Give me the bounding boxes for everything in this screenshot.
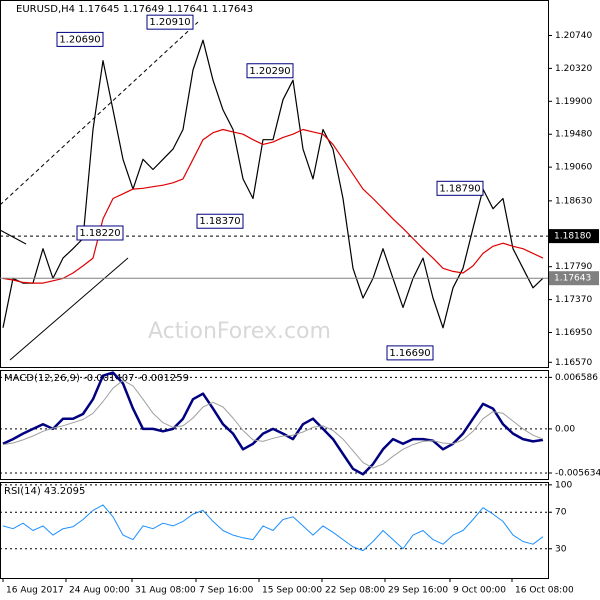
annotation-label: 1.18220 [79, 228, 120, 239]
annotation-label: 1.18790 [439, 183, 480, 194]
series-line [2, 39, 544, 329]
x-tick-label: 29 Sep 16:00 [388, 586, 448, 596]
y-tick-label: 30 [555, 544, 567, 554]
price-header: EURUSD,H4 1.17645 1.17649 1.17641 1.1764… [16, 4, 253, 15]
y-tick-label: 1.17370 [555, 295, 592, 305]
x-tick-label: 9 Oct 00:00 [453, 586, 506, 596]
annotation-box [196, 213, 244, 229]
annotation-box [386, 345, 434, 361]
annotation-label: 1.16690 [389, 348, 430, 359]
annotation-box [146, 14, 194, 30]
series-line [2, 379, 544, 469]
annotation-label: 1.18370 [199, 216, 240, 227]
rsi-header: RSI(14) 43.2095 [4, 486, 85, 497]
series-line [2, 128, 544, 284]
y-tick-label: 0.006586 [555, 373, 598, 383]
annotation-label: 1.20690 [59, 34, 100, 45]
level-label: 1.17643 [554, 274, 591, 284]
macd-header: MACD(12,26,9) -0.001407 -0.001259 [4, 373, 189, 384]
y-tick-label: 1.16950 [555, 328, 592, 338]
trend-line [0, 21, 199, 206]
x-tick-label: 31 Aug 08:00 [135, 586, 196, 596]
channel-line [0, 229, 27, 245]
y-tick-label: 1.18630 [555, 196, 592, 206]
y-tick-label: 1.16570 [555, 358, 592, 368]
watermark: ActionForex.com [148, 319, 331, 344]
annotation-box [76, 225, 124, 241]
y-tick-label: 1.19900 [555, 97, 592, 107]
level-box [549, 271, 599, 286]
y-tick-label: -0.005634 [555, 469, 600, 479]
level-box [549, 229, 599, 244]
x-tick-label: 7 Sep 16:00 [199, 586, 254, 596]
price-panel [0, 0, 549, 368]
y-tick-label: 1.17790 [555, 262, 592, 272]
x-tick-label: 16 Oct 08:00 [515, 586, 574, 596]
y-tick-label: 0.00 [555, 424, 575, 434]
annotation-box [56, 31, 104, 47]
level-label: 1.18180 [554, 232, 591, 242]
x-tick-label: 22 Sep 08:00 [325, 586, 385, 596]
annotation-label: 1.20290 [249, 66, 290, 77]
series-line [2, 504, 544, 552]
x-tick-label: 15 Sep 00:00 [262, 586, 322, 596]
y-tick-label: 1.20740 [555, 31, 592, 41]
annotation-label: 1.20910 [149, 17, 190, 28]
x-tick-label: 24 Aug 00:00 [69, 586, 130, 596]
channel-line [9, 257, 129, 361]
y-tick-label: 100 [555, 480, 572, 490]
annotation-box [436, 180, 484, 196]
annotation-box [246, 63, 294, 79]
macd-panel [0, 370, 549, 480]
y-tick-label: 70 [555, 508, 567, 518]
y-tick-label: 1.19060 [555, 163, 592, 173]
y-tick-label: 1.19480 [555, 130, 592, 140]
y-tick-label: 1.20320 [555, 64, 592, 74]
x-tick-label: 16 Aug 2017 [6, 586, 64, 596]
rsi-panel [0, 482, 549, 579]
